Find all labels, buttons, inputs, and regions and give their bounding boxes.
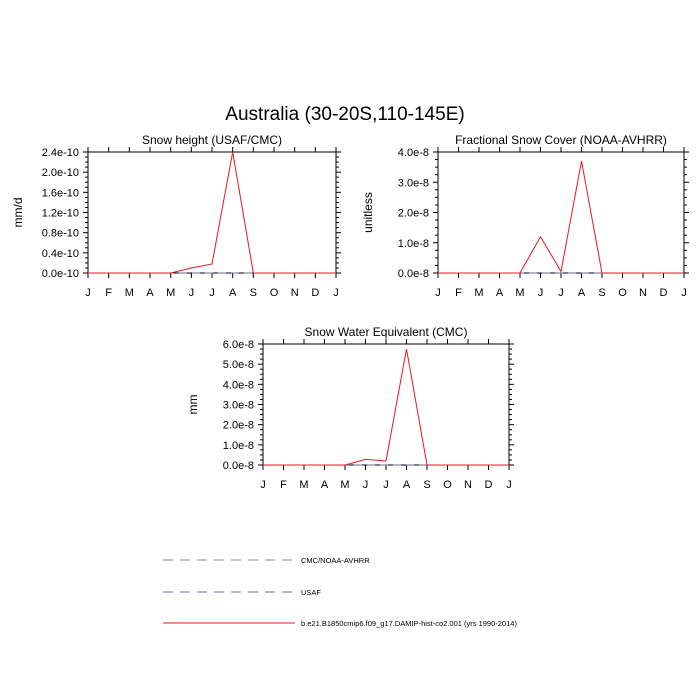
series-line-3 xyxy=(438,160,684,274)
panel-title: Fractional Snow Cover (NOAA-AVHRR) xyxy=(455,133,667,147)
legend: CMC/NOAA-AVHRR USAF b.e21.B1850cmip6.f09_g… xyxy=(163,556,517,628)
x-tick-label: J xyxy=(85,287,91,299)
x-tick-label: F xyxy=(105,287,112,299)
y-tick-label: 4.0e-8 xyxy=(398,147,429,159)
x-tick-label: J xyxy=(538,287,544,299)
panel-title: Snow height (USAF/CMC) xyxy=(142,133,282,147)
panel-title: Snow Water Equivalent (CMC) xyxy=(305,325,468,339)
x-tick-label: D xyxy=(660,287,668,299)
x-tick-label: M xyxy=(299,479,308,491)
y-tick-label: 0.0e-8 xyxy=(398,268,429,280)
x-tick-label: O xyxy=(270,287,279,299)
x-tick-label: M xyxy=(125,287,134,299)
plot-frame xyxy=(437,151,685,274)
x-tick-label: J xyxy=(681,287,687,299)
x-tick-label: J xyxy=(363,479,369,491)
x-tick-label: F xyxy=(280,479,287,491)
x-tick-label: N xyxy=(639,287,647,299)
y-tick-label: 2.4e-10 xyxy=(42,147,79,159)
plot-frame xyxy=(87,151,337,274)
legend-label: CMC/NOAA-AVHRR xyxy=(301,556,370,565)
chart-panel-2: Fractional Snow Cover (NOAA-AVHRR) unitle… xyxy=(361,133,689,299)
y-tick-label: 3.0e-8 xyxy=(398,177,429,189)
chart-panel-1: Snow height (USAF/CMC) mm/d 0.0e-10 0.4e-10… xyxy=(11,133,341,299)
x-tick-label: O xyxy=(618,287,627,299)
x-tick-label: O xyxy=(443,479,452,491)
x-tick-label: J xyxy=(435,287,441,299)
x-tick-label: J xyxy=(189,287,195,299)
legend-entry-1: CMC/NOAA-AVHRR xyxy=(163,556,370,565)
y-tick-label: 3.0e-8 xyxy=(223,400,254,412)
y-axis-label: mm xyxy=(186,395,200,415)
x-tick-label: S xyxy=(250,287,257,299)
y-tick-label: 0.0e-10 xyxy=(42,268,79,280)
y-tick-label: 6.0e-8 xyxy=(223,339,254,351)
x-tick-label: A xyxy=(146,287,154,299)
series-line-3 xyxy=(263,348,509,466)
y-tick-label: 2.0e-8 xyxy=(223,420,254,432)
legend-label: b.e21.B1850cmip6.f09_g17.DAMIP-hist-co2.… xyxy=(301,619,517,628)
y-tick-label: 1.0e-8 xyxy=(398,238,429,250)
x-tick-label: M xyxy=(474,287,483,299)
figure-title: Australia (30-20S,110-145E) xyxy=(225,104,464,125)
y-tick-label: 0.4e-10 xyxy=(42,248,79,260)
x-tick-label: J xyxy=(333,287,339,299)
x-tick-label: S xyxy=(423,479,430,491)
x-tick-label: A xyxy=(321,479,329,491)
y-tick-label: 5.0e-8 xyxy=(223,359,254,371)
x-tick-label: N xyxy=(464,479,472,491)
plot-frame xyxy=(262,343,510,466)
x-tick-label: A xyxy=(229,287,237,299)
x-tick-label: J xyxy=(383,479,389,491)
y-tick-label: 1.6e-10 xyxy=(42,187,79,199)
x-tick-label: A xyxy=(578,287,586,299)
x-tick-label: J xyxy=(506,479,512,491)
x-tick-label: J xyxy=(209,287,215,299)
y-tick-label: 4.0e-8 xyxy=(223,379,254,391)
x-tick-label: D xyxy=(485,479,493,491)
legend-label: USAF xyxy=(301,588,321,597)
x-tick-label: F xyxy=(455,287,462,299)
y-tick-label: 2.0e-8 xyxy=(398,208,429,220)
chart-panels: Snow height (USAF/CMC) mm/d 0.0e-10 0.4e-10… xyxy=(11,133,689,491)
x-tick-label: D xyxy=(311,287,319,299)
x-tick-label: M xyxy=(340,479,349,491)
x-tick-label: A xyxy=(496,287,504,299)
x-tick-label: M xyxy=(515,287,524,299)
x-tick-label: M xyxy=(166,287,175,299)
y-axis-label: mm/d xyxy=(11,198,25,228)
y-axis-label: unitless xyxy=(361,192,375,233)
chart-panel-3: Snow Water Equivalent (CMC) mm 0.0e-8 1.0e-… xyxy=(186,325,514,491)
y-tick-label: 2.0e-10 xyxy=(42,167,79,179)
legend-entry-3: b.e21.B1850cmip6.f09_g17.DAMIP-hist-co2.… xyxy=(163,619,517,628)
x-tick-label: J xyxy=(260,479,266,491)
series-line-3 xyxy=(88,151,336,274)
x-tick-label: S xyxy=(598,287,605,299)
y-tick-label: 0.8e-10 xyxy=(42,228,79,240)
y-tick-label: 0.0e-8 xyxy=(223,460,254,472)
x-tick-label: N xyxy=(291,287,299,299)
y-tick-label: 1.2e-10 xyxy=(42,208,79,220)
y-tick-label: 1.0e-8 xyxy=(223,440,254,452)
x-tick-label: J xyxy=(558,287,564,299)
legend-entry-2: USAF xyxy=(163,588,321,597)
x-tick-label: A xyxy=(403,479,411,491)
